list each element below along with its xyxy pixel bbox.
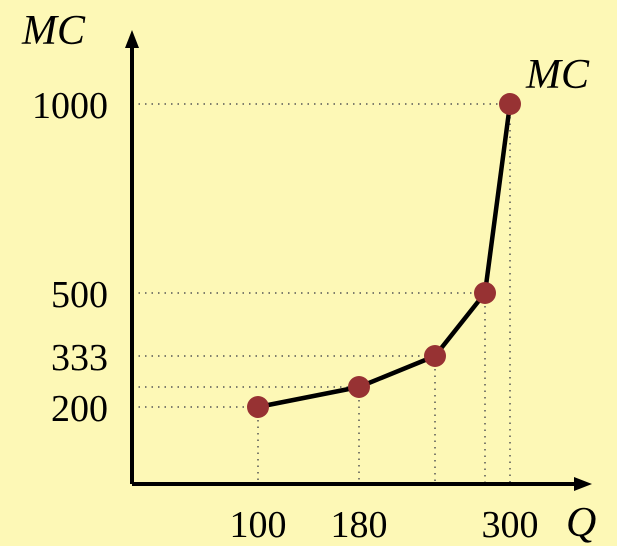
x-axis-label: Q <box>566 500 596 546</box>
mc-series-line <box>257 103 513 410</box>
mc-data-point <box>424 345 446 367</box>
x-tick-label: 300 <box>482 504 539 546</box>
mc-data-point <box>499 93 521 115</box>
x-tick-labels: 100 180 300 <box>230 504 539 546</box>
guide-lines <box>132 103 511 484</box>
y-tick-labels: 200 333 500 1000 <box>32 85 108 430</box>
y-tick-label: 200 <box>51 388 108 430</box>
y-tick-label: 1000 <box>32 85 108 127</box>
y-axis-label: MC <box>21 8 86 54</box>
mc-data-point <box>474 282 496 304</box>
y-axis-arrowhead <box>125 30 139 48</box>
y-tick-label: 333 <box>51 337 108 379</box>
x-axis-arrowhead <box>574 477 592 491</box>
mc-data-point <box>247 396 269 418</box>
x-tick-label: 100 <box>230 504 287 546</box>
x-tick-label: 180 <box>331 504 388 546</box>
mc-data-point <box>348 376 370 398</box>
mc-data-points <box>247 93 521 418</box>
axes <box>125 30 592 491</box>
y-tick-label: 500 <box>51 274 108 316</box>
mc-series-label: MC <box>525 52 590 98</box>
